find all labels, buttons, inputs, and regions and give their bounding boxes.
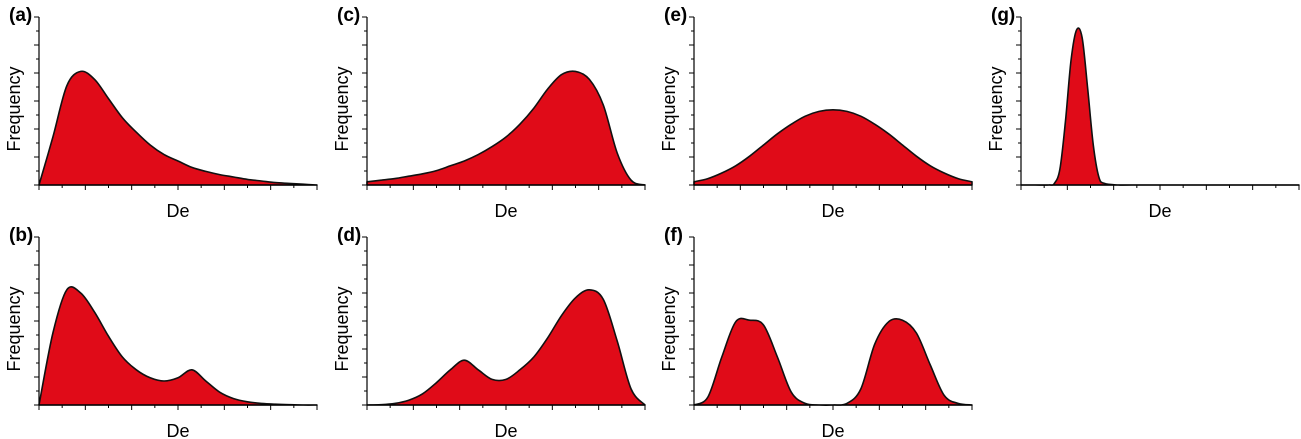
panel-b: (b) De Frequency — [4, 225, 318, 439]
x-axis-title: De — [494, 201, 517, 221]
x-axis-title: De — [166, 201, 189, 221]
x-axis-title: De — [821, 421, 844, 439]
panel-label: (g) — [991, 5, 1015, 26]
panel-label: (e) — [664, 5, 687, 26]
panel-a: (a) De Frequency — [4, 5, 318, 221]
y-axis-title: Frequency — [659, 286, 679, 371]
panel-g: (g) De Frequency — [986, 5, 1300, 221]
distribution-curve — [38, 70, 318, 186]
panel-label: (d) — [337, 225, 361, 246]
distribution-curve — [1020, 27, 1300, 186]
y-axis-title: Frequency — [332, 286, 352, 371]
x-axis-title: De — [166, 421, 189, 439]
panel-c: (c) De Frequency — [332, 5, 646, 221]
panel-f: (f) De Frequency — [659, 225, 973, 439]
panel-d: (d) De Frequency — [332, 225, 646, 439]
panel-label: (b) — [9, 225, 33, 246]
distribution-curve — [693, 317, 973, 407]
x-axis-title: De — [494, 421, 517, 439]
distribution-curve — [38, 286, 318, 406]
distribution-curve — [366, 289, 646, 406]
distribution-curve — [693, 109, 973, 186]
panel-label: (c) — [337, 5, 360, 26]
x-axis-title: De — [1148, 201, 1171, 221]
distribution-curve — [366, 70, 646, 186]
panel-label: (a) — [9, 5, 32, 26]
y-axis-title: Frequency — [332, 66, 352, 151]
y-axis-title: Frequency — [4, 286, 24, 371]
y-axis-title: Frequency — [986, 66, 1006, 151]
y-axis-title: Frequency — [659, 66, 679, 151]
x-axis-title: De — [821, 201, 844, 221]
panel-e: (e) De Frequency — [659, 5, 973, 221]
panel-label: (f) — [664, 225, 683, 246]
y-axis-title: Frequency — [4, 66, 24, 151]
